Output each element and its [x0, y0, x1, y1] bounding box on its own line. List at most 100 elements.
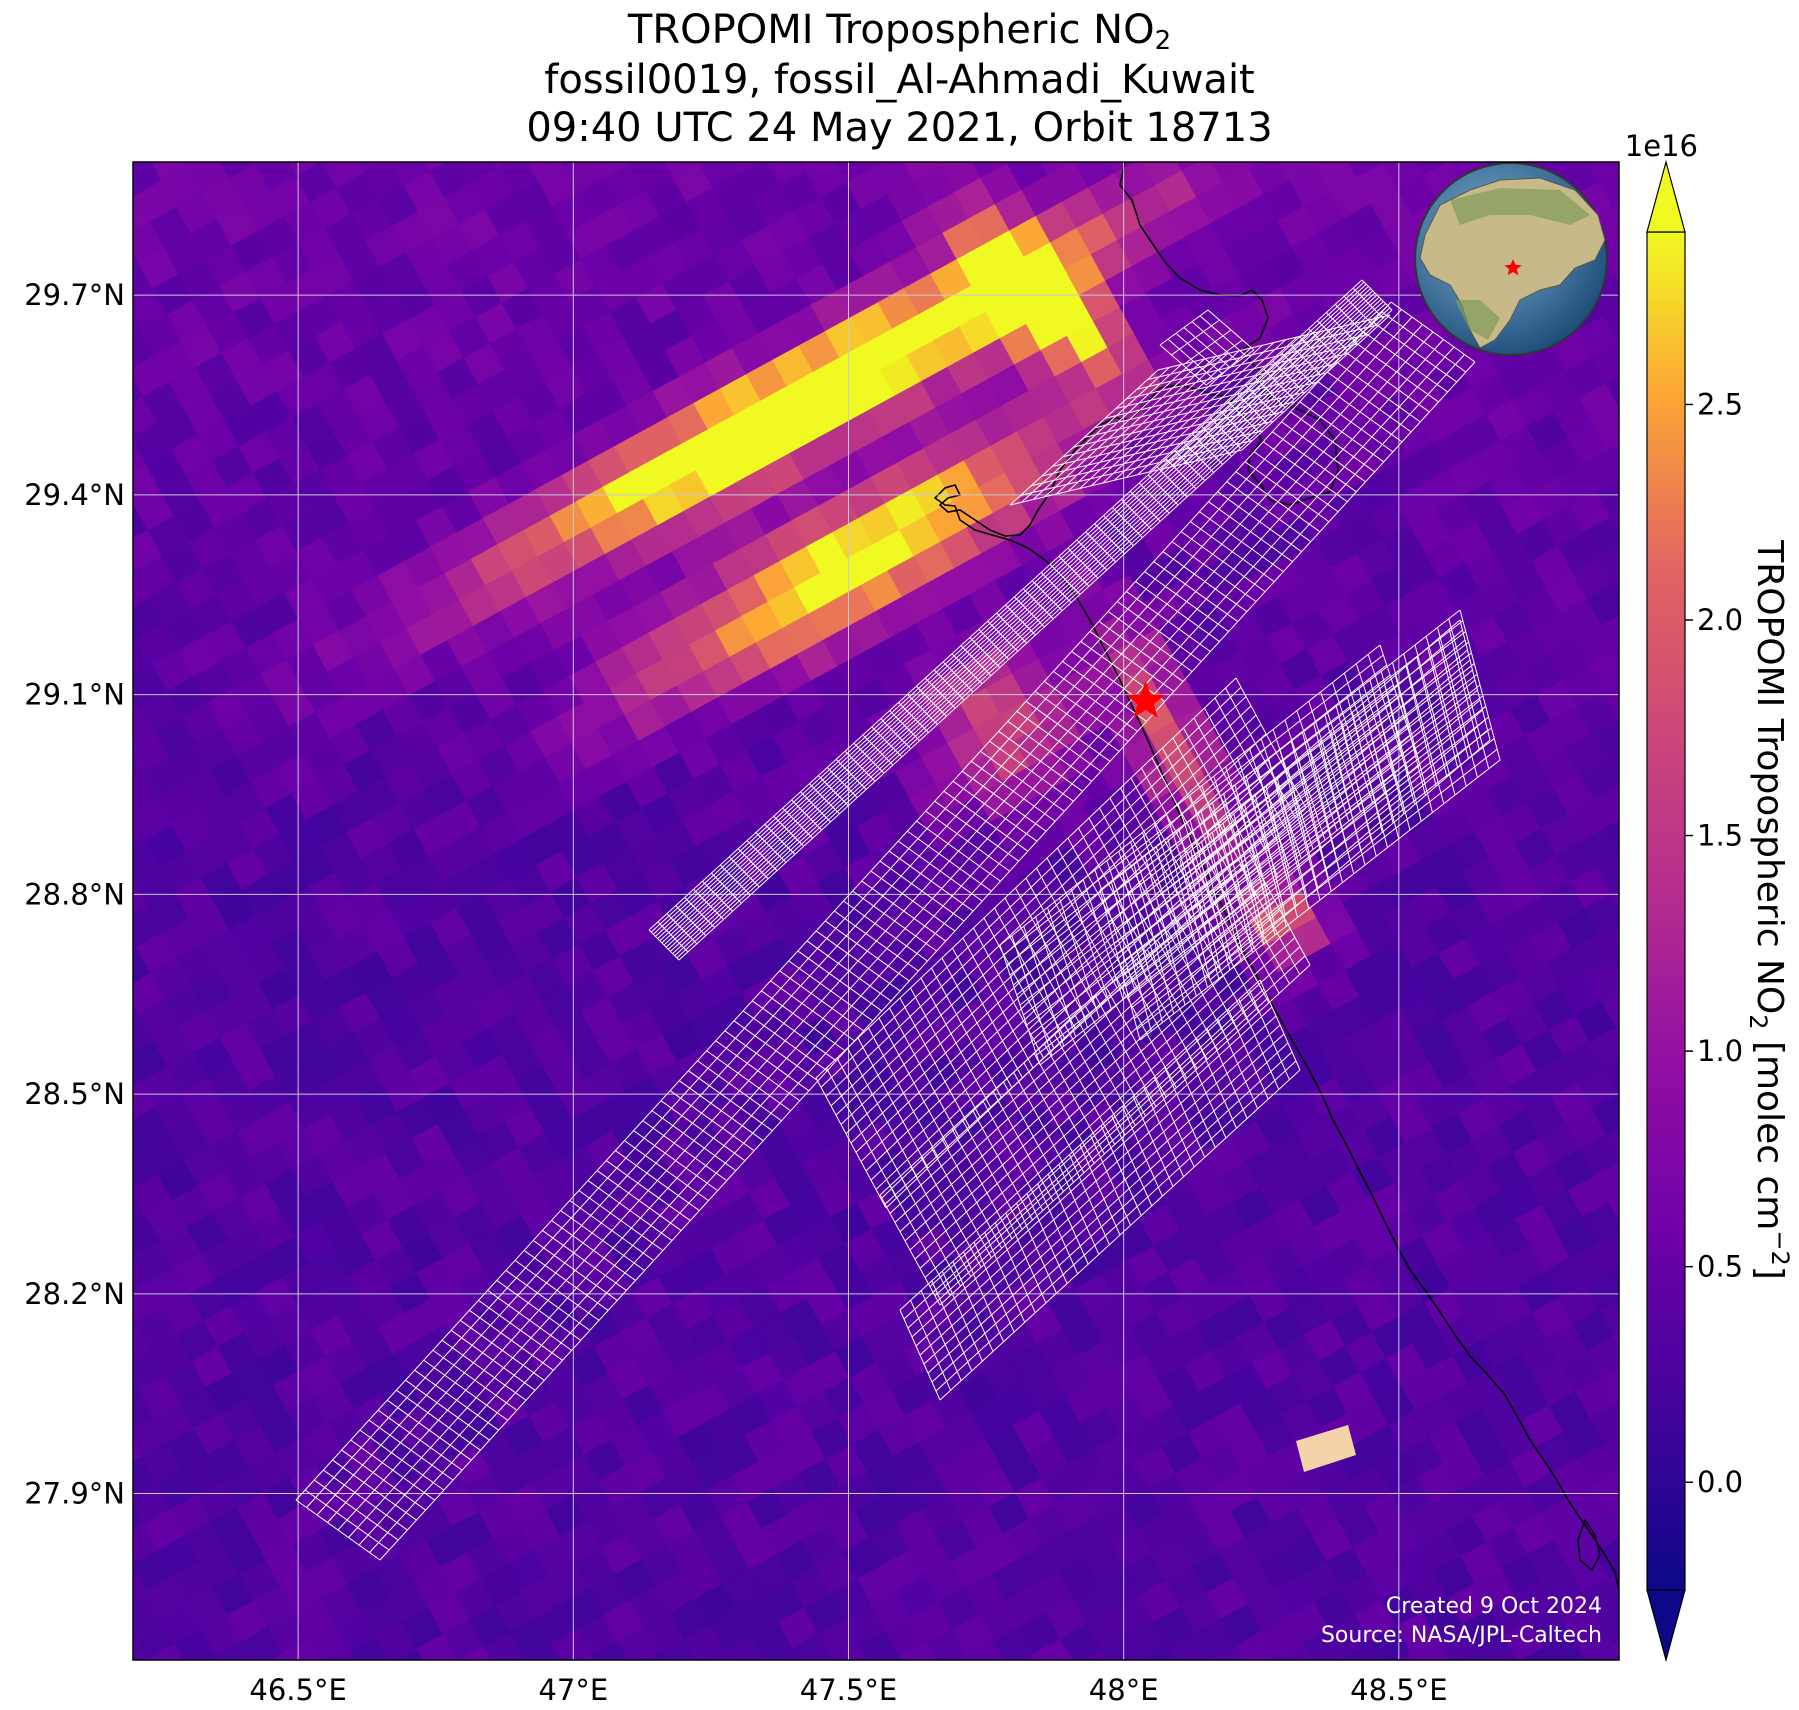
- no2-pixel: [1297, 1493, 1340, 1537]
- no2-pixel: [405, 237, 449, 280]
- no2-pixel: [178, 1010, 222, 1054]
- no2-pixel: [997, 632, 1040, 675]
- no2-pixel: [899, 514, 942, 558]
- no2-pixel: [1479, 1326, 1522, 1369]
- no2-pixel: [842, 1161, 885, 1204]
- no2-pixel: [1357, 1290, 1400, 1333]
- no2-pixel: [1474, 1567, 1517, 1611]
- no2-pixel: [588, 1573, 632, 1616]
- no2-pixel: [502, 1039, 545, 1082]
- no2-pixel: [979, 1599, 1022, 1642]
- no2-pixel: [959, 1063, 1002, 1106]
- no2-pixel: [185, 162, 199, 168]
- no2-pixel: [200, 1238, 243, 1281]
- footprint-gridline: [820, 686, 1242, 1088]
- no2-pixel: [248, 699, 291, 742]
- no2-pixel: [715, 1367, 758, 1410]
- no2-pixel: [219, 162, 257, 180]
- no2-pixel: [1163, 1498, 1206, 1542]
- no2-pixel: [1577, 1067, 1619, 1110]
- no2-pixel: [1572, 557, 1615, 600]
- footprint-gridline: [924, 937, 1296, 1278]
- footprint-gridline: [1023, 714, 1404, 1016]
- no2-pixel: [343, 749, 387, 793]
- no2-pixel: [808, 598, 851, 642]
- no2-pixel: [792, 1257, 835, 1300]
- no2-pixel: [779, 546, 822, 589]
- no2-pixel: [255, 524, 298, 568]
- no2-pixel: [674, 979, 717, 1022]
- no2-pixel: [1569, 866, 1613, 909]
- no2-pixel: [844, 1604, 888, 1647]
- no2-pixel: [192, 285, 236, 328]
- no2-pixel: [133, 1147, 160, 1190]
- no2-pixel: [974, 1465, 1017, 1508]
- no2-pixel: [848, 234, 892, 278]
- no2-pixel: [1049, 227, 1093, 270]
- no2-pixel: [267, 1235, 311, 1279]
- no2-pixel: [791, 881, 835, 924]
- no2-pixel: [1100, 1259, 1144, 1302]
- no2-pixel: [195, 1104, 239, 1147]
- footprint-gridline: [379, 361, 1476, 1561]
- no2-pixel: [583, 1439, 627, 1482]
- no2-pixel: [487, 1013, 531, 1056]
- no2-pixel: [607, 1357, 651, 1401]
- no2-pixel: [562, 1211, 605, 1255]
- no2-pixel: [868, 395, 911, 438]
- no2-pixel: [1517, 895, 1560, 938]
- no2-pixel: [382, 318, 425, 362]
- no2-pixel: [516, 689, 559, 733]
- no2-pixel: [734, 1151, 777, 1195]
- no2-pixel: [1423, 911, 1467, 955]
- no2-pixel: [792, 1633, 835, 1660]
- no2-pixel: [1220, 1604, 1264, 1647]
- no2-pixel: [252, 457, 296, 501]
- no2-pixel: [1172, 1390, 1216, 1434]
- no2-pixel: [1481, 1393, 1525, 1436]
- no2-pixel: [306, 1556, 349, 1600]
- no2-pixel: [561, 835, 605, 879]
- no2-pixel: [703, 1408, 746, 1451]
- no2-pixel: [495, 1590, 538, 1633]
- no2-pixel: [930, 1386, 974, 1429]
- no2-pixel: [860, 194, 904, 237]
- no2-pixel: [947, 1479, 991, 1523]
- no2-pixel: [1019, 1611, 1063, 1654]
- no2-pixel: [1612, 205, 1619, 221]
- no2-pixel: [653, 1503, 696, 1547]
- footprint-gridline: [999, 644, 1381, 946]
- no2-pixel: [442, 867, 485, 910]
- no2-pixel: [777, 854, 820, 898]
- no2-pixel: [1181, 531, 1225, 574]
- no2-pixel: [1598, 546, 1619, 586]
- no2-pixel: [1325, 1170, 1369, 1213]
- no2-pixel: [871, 1589, 914, 1633]
- no2-pixel: [519, 1508, 562, 1552]
- no2-pixel: [499, 1348, 543, 1391]
- no2-pixel: [701, 1341, 744, 1384]
- no2-pixel: [1145, 277, 1189, 321]
- no2-pixel: [1134, 1446, 1177, 1489]
- no2-pixel: [616, 498, 660, 541]
- no2-pixel: [1545, 571, 1589, 615]
- no2-pixel: [846, 543, 889, 586]
- no2-pixel: [1395, 108, 1437, 150]
- no2-pixel: [662, 1020, 705, 1063]
- no2-pixel: [851, 677, 894, 721]
- no2-pixel: [732, 1084, 775, 1128]
- no2-pixel: [731, 708, 775, 752]
- no2-pixel: [470, 167, 513, 211]
- no2-pixel: [1157, 612, 1201, 656]
- colorbar-tick-label: 1.5: [1697, 819, 1743, 853]
- no2-pixel: [861, 1321, 904, 1365]
- no2-pixel: [1211, 162, 1251, 184]
- no2-pixel: [530, 340, 573, 383]
- no2-pixel: [887, 179, 930, 223]
- no2-pixel: [825, 1443, 869, 1487]
- no2-pixel: [1591, 717, 1619, 761]
- no2-pixel: [200, 486, 243, 529]
- footprint-gridline: [1062, 401, 1295, 458]
- no2-pixel: [688, 629, 732, 673]
- no2-pixel: [432, 1350, 476, 1394]
